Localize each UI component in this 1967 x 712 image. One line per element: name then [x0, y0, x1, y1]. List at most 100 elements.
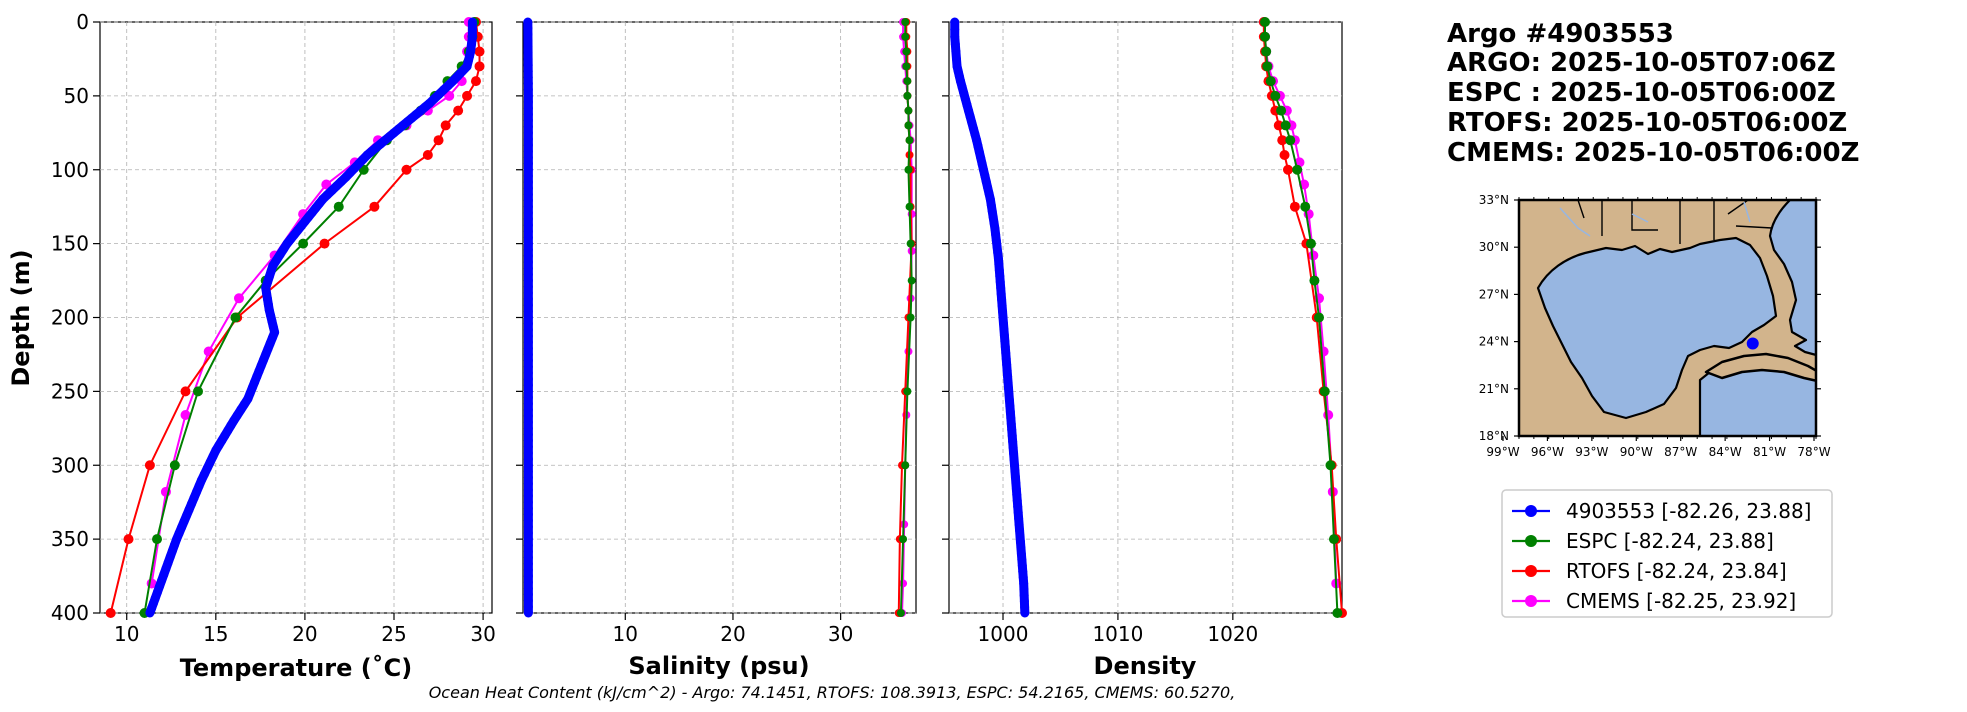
state-borders [1577, 200, 1773, 244]
map-lon-label: 96°W [1531, 445, 1564, 459]
data-point-argo [467, 39, 477, 49]
data-point-cmems [321, 179, 332, 190]
temperature-y-ticks: 0 50 100 150 200 250 300 350 400 [51, 10, 100, 625]
data-point-rtofs [440, 120, 451, 131]
argo-float-location-marker [1746, 337, 1759, 350]
data-point-argo [523, 405, 533, 415]
data-point-argo [523, 380, 533, 390]
data-point-espc [1285, 135, 1296, 146]
data-point-argo [523, 103, 533, 113]
legend: 4903553 [-82.26, 23.88] ESPC [-82.24, 23.… [1501, 489, 1833, 618]
y-tick-label: 200 [51, 306, 89, 330]
data-point-argo [523, 491, 533, 501]
data-point-rtofs [422, 149, 433, 160]
temperature-grid [100, 21, 492, 614]
data-point-espc [1265, 76, 1276, 87]
density-x-ticks: 1000 1010 1020 [978, 613, 1258, 646]
data-point-rtofs [319, 238, 330, 249]
data-point-espc [1292, 164, 1303, 175]
map-lon-label: 99°W [1486, 445, 1519, 459]
x-tick-label: 30 [470, 622, 495, 646]
data-point-espc [901, 32, 910, 41]
data-point-espc [1300, 201, 1311, 212]
data-point-espc [333, 201, 344, 212]
data-point-argo [523, 417, 533, 427]
data-point-espc [1325, 460, 1336, 471]
data-point-espc [904, 121, 913, 130]
data-point-argo [523, 442, 533, 452]
map-lon-label: 81°W [1753, 445, 1786, 459]
data-point-rtofs [144, 460, 155, 471]
x-tick-label: 30 [828, 622, 853, 646]
data-point-argo [523, 159, 533, 169]
data-point-argo [523, 596, 533, 606]
density-y-ticks [942, 21, 949, 614]
legend-box [1501, 489, 1833, 618]
data-point-rtofs [1279, 149, 1290, 160]
x-tick-label: 10 [114, 622, 139, 646]
map-lat-label: 24°N [1479, 335, 1509, 349]
legend-marker [1525, 505, 1537, 517]
data-point-rtofs [123, 534, 134, 545]
data-point-espc [896, 609, 905, 617]
data-point-espc [1276, 105, 1287, 116]
data-point-argo [950, 39, 960, 49]
data-point-argo [523, 140, 533, 150]
info-argo-time: ARGO: 2025-10-05T07:06Z [1447, 48, 1836, 78]
data-point-argo [523, 288, 533, 298]
legend-label: ESPC [-82.24, 23.88] [1566, 529, 1774, 553]
data-point-rtofs [1277, 135, 1288, 146]
data-point-argo [523, 399, 533, 409]
x-tick-label: 10 [613, 622, 638, 646]
info-block: Argo #4903553 ARGO: 2025-10-05T07:06Z ES… [1447, 19, 1859, 168]
data-point-argo [523, 479, 533, 489]
x-tick-label: 1010 [1092, 622, 1143, 646]
data-point-espc [1260, 17, 1271, 27]
data-point-espc [904, 106, 913, 115]
rivers [1559, 201, 1751, 237]
data-point-rtofs [433, 135, 444, 146]
data-point-argo [950, 32, 960, 42]
data-point-argo [523, 122, 533, 132]
y-tick-label: 100 [51, 158, 89, 182]
x-tick-label: 1020 [1207, 622, 1258, 646]
data-point-argo [523, 239, 533, 249]
data-point-argo [523, 189, 533, 199]
data-point-argo [523, 146, 533, 156]
temperature-x-label: Temperature (˚C) [180, 654, 413, 682]
data-point-argo [523, 319, 533, 329]
data-point-argo [523, 368, 533, 378]
data-point-argo [523, 608, 533, 618]
data-point-argo [467, 24, 477, 34]
data-point-argo [523, 448, 533, 458]
info-rtofs-time: RTOFS: 2025-10-05T06:00Z [1447, 108, 1847, 138]
data-point-espc [903, 77, 912, 86]
legend-label: CMEMS [-82.25, 23.92] [1566, 589, 1796, 613]
gulf-of-mexico-water [1536, 236, 1778, 420]
data-point-cmems [444, 90, 455, 101]
data-point-rtofs [369, 201, 380, 212]
x-tick-label: 20 [292, 622, 317, 646]
data-point-espc [906, 239, 915, 248]
data-point-argo [523, 571, 533, 581]
density-series [950, 17, 1347, 618]
inset-map: 33°N 30°N 27°N 24°N 21°N 18°N 99°W 96°W 93°W 90°… [1479, 193, 1831, 459]
map-latitude-ticks: 33°N 30°N 27°N 24°N 21°N 18°N [1479, 193, 1821, 443]
map-lat-label: 18°N [1479, 429, 1509, 443]
data-point-argo [951, 47, 961, 57]
map-lon-label: 84°W [1709, 445, 1742, 459]
data-point-argo [523, 171, 533, 181]
salinity-y-ticks [516, 21, 523, 614]
data-point-argo [523, 565, 533, 575]
data-point-argo [523, 97, 533, 107]
data-point-argo [950, 17, 960, 27]
y-tick-label: 350 [51, 527, 89, 551]
density-grid [949, 21, 1342, 614]
data-point-argo [523, 386, 533, 396]
data-point-cmems [899, 579, 908, 588]
data-point-argo [523, 300, 533, 310]
legend-marker [1525, 535, 1537, 547]
data-point-rtofs [1282, 164, 1293, 175]
x-tick-label: 25 [381, 622, 406, 646]
